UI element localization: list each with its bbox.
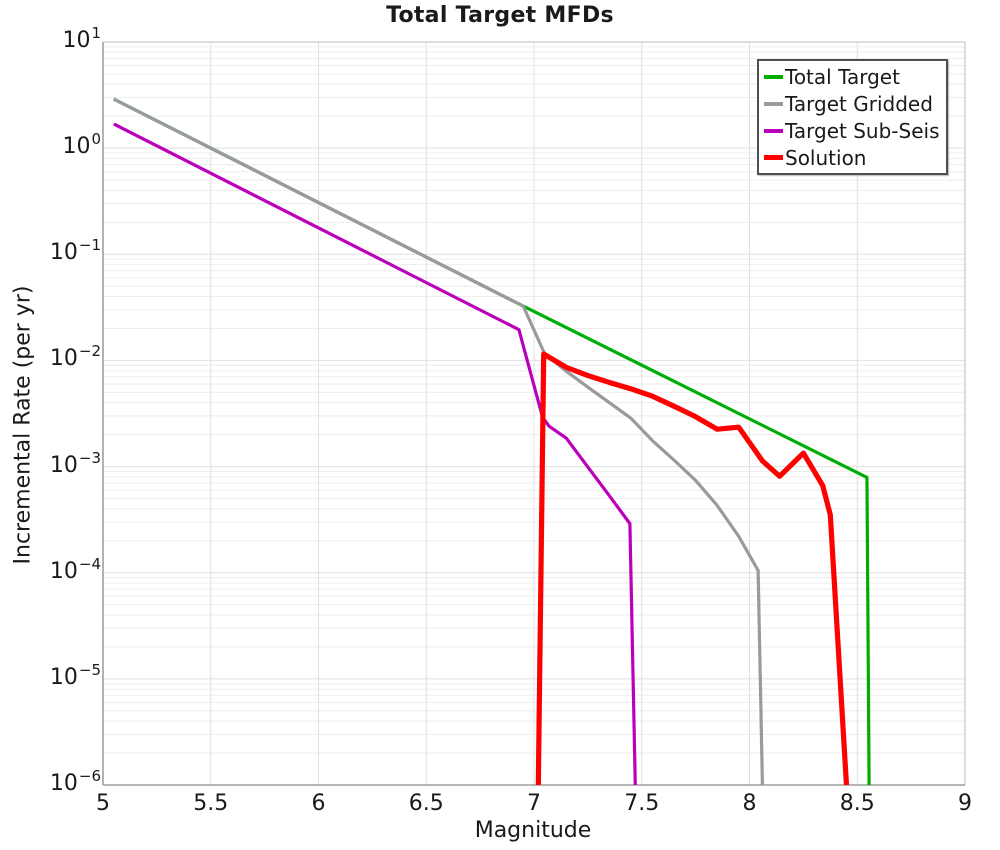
x-tick-label-8: 8: [742, 791, 757, 816]
x-tick-label-6.5: 6.5: [408, 791, 444, 816]
legend-line-icon-solution: [764, 155, 783, 160]
legend-line-icon-target-sub-seis: [764, 128, 783, 133]
legend-line-icon-target-gridded: [764, 101, 783, 106]
legend-item-target-sub-seis: Target Sub-Seis: [759, 117, 946, 144]
y-tick-label-1e-3: 10−3: [49, 448, 101, 478]
x-tick-label-8.5: 8.5: [839, 791, 875, 816]
legend-label-target-gridded: Target Gridded: [785, 91, 933, 116]
legend-label-solution: Solution: [785, 145, 867, 170]
legend-item-target-gridded: Target Gridded: [759, 90, 946, 117]
y-tick-label-1e1: 101: [62, 24, 101, 53]
y-axis-label: Incremental Rate (per yr): [10, 285, 36, 565]
x-tick-label-7.5: 7.5: [624, 791, 660, 816]
legend-label-target-sub-seis: Target Sub-Seis: [785, 118, 940, 143]
legend-item-solution: Solution: [759, 144, 946, 171]
legend: Total Target Target Gridded Target Sub-Sei…: [757, 59, 948, 175]
legend-label-total-target: Total Target: [785, 64, 900, 89]
series-group: [113, 97, 871, 786]
x-tick-label-9: 9: [958, 791, 972, 816]
x-tick-label-6: 6: [311, 791, 326, 816]
axes-spines: [102, 41, 966, 786]
legend-line-icon-total-target: [764, 74, 783, 79]
y-tick-label-1e-2: 10−2: [49, 342, 101, 372]
chart-title: Total Target MFDs: [386, 3, 614, 28]
x-tick-label-5: 5: [96, 791, 110, 816]
series-line-target-sub-seis: [113, 122, 637, 786]
x-axis-label: Magnitude: [474, 818, 592, 843]
y-tick-label-1e-6: 10−6: [49, 767, 101, 796]
y-tick-label-1e-1: 10−1: [49, 236, 101, 266]
legend-item-total-target: Total Target: [759, 63, 946, 90]
x-tick-label-7: 7: [527, 791, 541, 816]
series-line-solution: [535, 351, 850, 786]
y-tick-label-1e-5: 10−5: [49, 660, 101, 690]
x-tick-label-5.5: 5.5: [193, 791, 229, 816]
y-tick-label-1e-4: 10−4: [49, 554, 101, 584]
y-tick-label-1e0: 100: [62, 130, 101, 160]
series-line-total-target: [113, 97, 871, 786]
